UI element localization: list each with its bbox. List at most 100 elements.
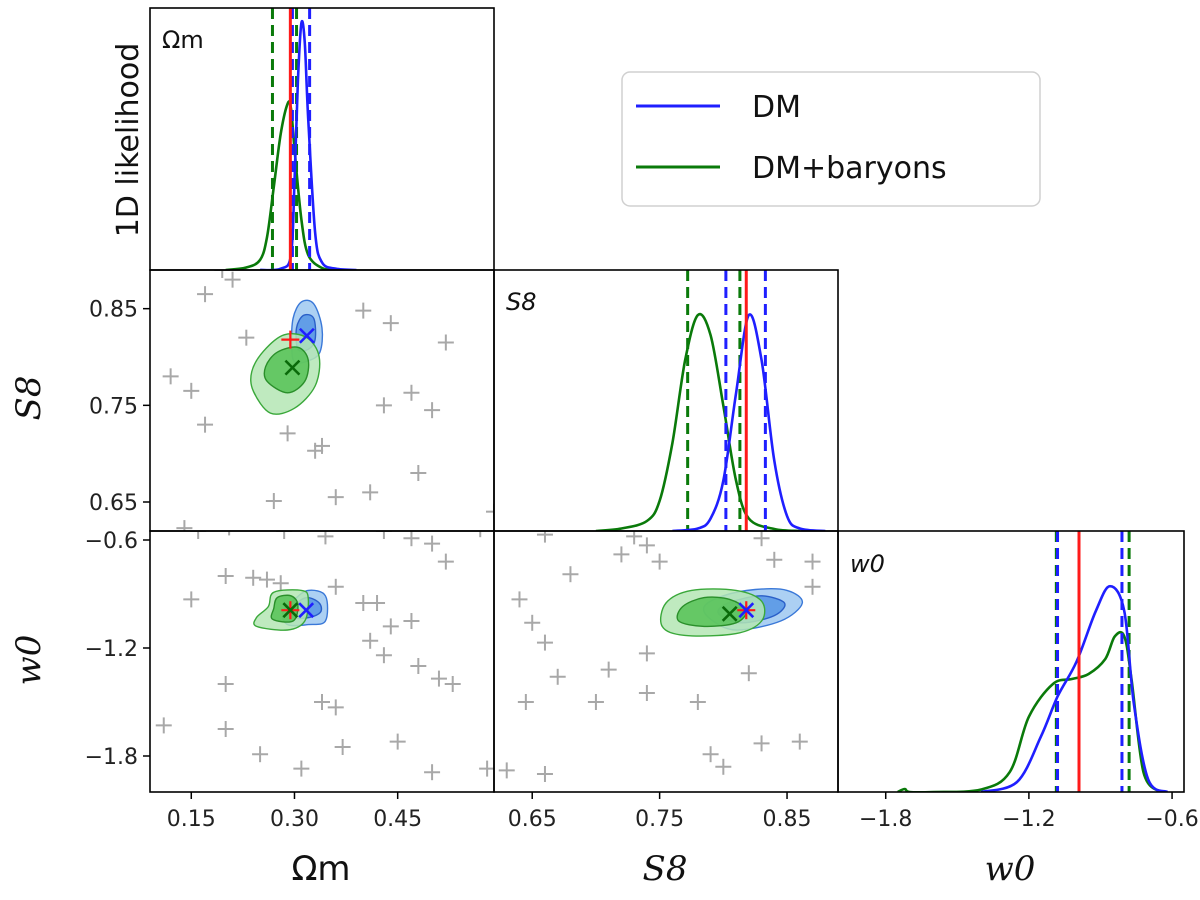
truth-marker-om-s8 bbox=[281, 330, 300, 349]
grid-point bbox=[245, 569, 262, 586]
best-fit-dm-b bbox=[298, 327, 315, 344]
grid-point bbox=[403, 531, 420, 547]
ylabel-s8: S8 bbox=[9, 376, 49, 421]
grid-point bbox=[375, 397, 392, 414]
grid-point bbox=[753, 531, 770, 547]
grid-point bbox=[252, 746, 269, 763]
grid-point bbox=[190, 531, 207, 539]
diag-panel-om bbox=[225, 8, 357, 270]
grid-point bbox=[265, 493, 282, 510]
legend-box bbox=[621, 71, 1041, 207]
grid-point bbox=[355, 595, 372, 611]
grid-point bbox=[155, 717, 172, 734]
grid-point bbox=[272, 575, 289, 592]
best-fit-dm-baryons bbox=[284, 359, 301, 376]
grid-point bbox=[162, 368, 179, 385]
grid-point bbox=[183, 591, 200, 608]
best-fit-dm bbox=[738, 602, 755, 619]
grid-point bbox=[369, 595, 386, 611]
grid-point bbox=[327, 699, 344, 716]
panel-frame-0-2 bbox=[149, 530, 495, 793]
xtick-label-s8: 0.85 bbox=[763, 807, 812, 832]
grid-point bbox=[228, 531, 231, 536]
best-fit-dm-baryons-b bbox=[284, 359, 301, 376]
ylabel-w0: w0 bbox=[9, 635, 49, 686]
grid-point bbox=[183, 382, 200, 399]
best-fit-dm-baryons-b bbox=[721, 605, 738, 622]
grid-point bbox=[176, 520, 193, 531]
grid-point bbox=[479, 760, 494, 777]
grid-point bbox=[276, 531, 293, 539]
grid-point bbox=[375, 647, 392, 664]
best-fit-dm-baryons-b bbox=[282, 602, 299, 619]
grid-point bbox=[549, 668, 566, 685]
xtick-label-s8: 0.65 bbox=[508, 807, 557, 832]
ytick-label-s8: 0.85 bbox=[89, 298, 138, 323]
likelihood-dm-s8 bbox=[672, 313, 826, 531]
plot-layer: 0.15 0.30 0.45 0.65 0.75 0.85 −1.8 −1.2 −0.6 0.65… bbox=[85, 7, 1199, 832]
xlabel-w0: w0 bbox=[985, 849, 1036, 889]
grid-point bbox=[197, 416, 214, 433]
panel-frame-1-1 bbox=[493, 269, 839, 532]
xtick-label-w0: −0.6 bbox=[1145, 807, 1198, 832]
axis-text-layer: Ωm S8 w0 1D likelihood S8 w0 Ωm S8 w0 bbox=[9, 26, 1035, 889]
panel2d-s8-w0 bbox=[498, 531, 821, 782]
grid-point bbox=[424, 535, 441, 552]
xtick-label-om: 0.15 bbox=[167, 807, 216, 832]
grid-point bbox=[498, 762, 515, 779]
grid-point bbox=[217, 568, 234, 584]
grid-point bbox=[293, 760, 310, 777]
grid-point bbox=[217, 721, 234, 737]
grid-point bbox=[638, 645, 655, 662]
grid-point bbox=[804, 553, 821, 570]
ytick-label-s8: 0.65 bbox=[89, 491, 138, 516]
grid-point bbox=[410, 465, 427, 481]
grid-point bbox=[327, 489, 344, 506]
grid-point bbox=[536, 766, 553, 782]
grid-point bbox=[715, 758, 732, 775]
grid-point bbox=[382, 315, 399, 332]
grid-point bbox=[511, 591, 528, 608]
grid-point bbox=[437, 553, 454, 570]
xlabel-s8: S8 bbox=[643, 849, 688, 889]
contour-dm-baryons-inner bbox=[263, 346, 310, 394]
best-fit-dm bbox=[298, 327, 315, 344]
ytick-label-w0: −1.2 bbox=[85, 637, 138, 662]
ytick-label-s8: 0.75 bbox=[89, 394, 138, 419]
grid-point bbox=[424, 764, 441, 781]
likelihood-dm-baryons-om bbox=[225, 100, 336, 270]
panel2d-om-w0 bbox=[155, 531, 494, 781]
panel2d-om-s8 bbox=[162, 270, 494, 531]
likelihood-dm-baryons-s8 bbox=[595, 312, 800, 531]
best-fit-dm-b bbox=[298, 602, 315, 619]
grid-point bbox=[638, 685, 655, 701]
grid-point bbox=[327, 578, 344, 595]
grid-point bbox=[437, 334, 454, 351]
grid-point bbox=[791, 733, 808, 750]
grid-point bbox=[486, 503, 494, 520]
xtick-label-om: 0.45 bbox=[373, 807, 422, 832]
grid-point bbox=[587, 694, 604, 710]
grid-point bbox=[536, 531, 553, 543]
grid-point bbox=[753, 735, 770, 752]
panel-frame-1-2 bbox=[493, 530, 839, 793]
grid-point bbox=[389, 733, 406, 750]
legend-label-dm: DM bbox=[752, 90, 801, 125]
grid-point bbox=[403, 613, 420, 629]
grid-point bbox=[524, 614, 541, 631]
xlabel-om: Ωm bbox=[291, 849, 350, 889]
grid-point bbox=[224, 271, 241, 288]
grid-point bbox=[740, 665, 757, 682]
panel-title-om: Ωm bbox=[162, 26, 204, 54]
grid-point bbox=[651, 553, 668, 570]
grid-point bbox=[375, 531, 392, 539]
grid-point bbox=[702, 746, 719, 763]
grid-point bbox=[217, 676, 234, 692]
ylabel-1d-likelihood: 1D likelihood bbox=[111, 43, 146, 238]
grid-point bbox=[766, 551, 783, 568]
best-fit-dm bbox=[298, 602, 315, 619]
panel-title-w0: w0 bbox=[850, 550, 885, 578]
grid-point bbox=[238, 329, 255, 346]
grid-point bbox=[279, 425, 296, 442]
